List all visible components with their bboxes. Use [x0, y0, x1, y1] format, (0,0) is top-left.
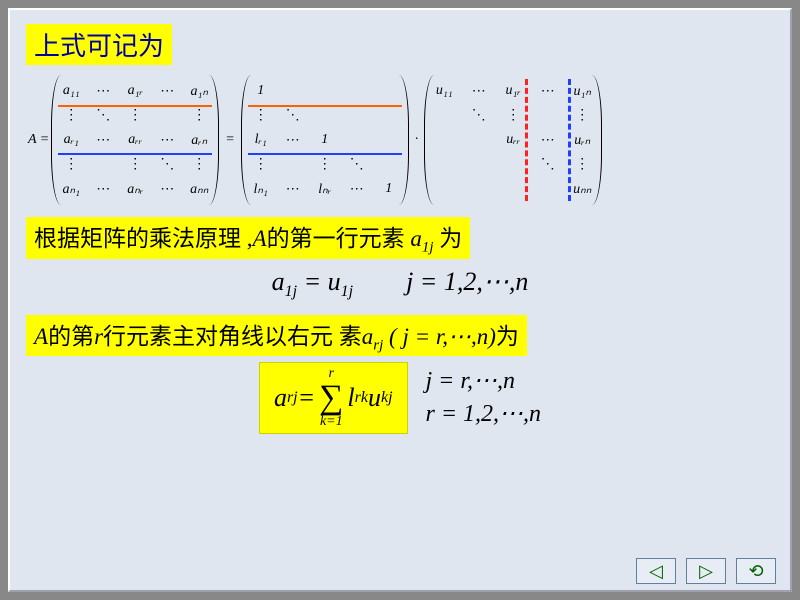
matrix-A: a₁₁⋯a₁ᵣ⋯a₁ₙ ⋮⋱⋮⋮ aᵣ₁⋯aᵣᵣ⋯aᵣₙ ⋮⋮⋱⋮ aₙ₁⋯aₙ…	[51, 75, 219, 205]
prev-button[interactable]: ◁	[636, 558, 676, 584]
equation-2-row: arj = r ∑ k=1 lrkukj j = r,⋯,n r = 1,2,⋯…	[26, 362, 774, 434]
blue-dash-U	[568, 79, 571, 201]
text-line-2: A的第r行元素主对角线以右元 素arj ( j = r,⋯,n)为	[26, 315, 774, 357]
triangle-left-icon: ◁	[649, 561, 663, 582]
matrix-U: u₁₁⋯u₁ᵣ⋯u₁ₙ ⋱⋮⋮ uᵣᵣ⋯uᵣₙ ⋱⋮ uₙₙ	[424, 75, 602, 205]
A-equals: A =	[28, 132, 49, 148]
text-line-1: 根据矩阵的乘法原理 ,A的第一行元素 a1j 为	[26, 217, 774, 259]
lu-decomposition-equation: A = a₁₁⋯a₁ᵣ⋯a₁ₙ ⋮⋱⋮⋮ aᵣ₁⋯aᵣᵣ⋯aᵣₙ ⋮⋮⋱⋮ aₙ…	[28, 75, 774, 205]
orange-line-A	[58, 105, 212, 107]
equation-1: a1j = u1j j = 1,2,⋯,n	[26, 267, 774, 301]
next-button[interactable]: ▷	[686, 558, 726, 584]
blue-line-L	[248, 153, 402, 155]
title-text: 上式可记为	[26, 24, 172, 65]
orange-line-L	[248, 105, 402, 107]
sum-formula: arj = r ∑ k=1 lrkukj	[259, 362, 408, 434]
blue-line-A	[58, 153, 212, 155]
red-dash-U	[525, 79, 528, 201]
dot-operator: ·	[415, 132, 419, 148]
matrix-L: 1 ⋮⋱ lᵣ₁⋯1 ⋮⋮⋱ lₙ₁⋯lₙᵣ⋯1	[241, 75, 409, 205]
sigma-icon: r ∑ k=1	[319, 367, 343, 429]
undo-button[interactable]: ⟲	[736, 558, 776, 584]
conditions: j = r,⋯,n r = 1,2,⋯,n	[426, 365, 542, 432]
slide: 上式可记为 A = a₁₁⋯a₁ᵣ⋯a₁ₙ ⋮⋱⋮⋮ aᵣ₁⋯aᵣᵣ⋯aᵣₙ ⋮…	[8, 8, 792, 592]
undo-icon: ⟲	[748, 561, 763, 582]
title-box: 上式可记为	[26, 24, 774, 71]
triangle-right-icon: ▷	[699, 561, 713, 582]
nav-controls: ◁ ▷ ⟲	[636, 558, 776, 584]
equals-sign: =	[225, 132, 234, 148]
